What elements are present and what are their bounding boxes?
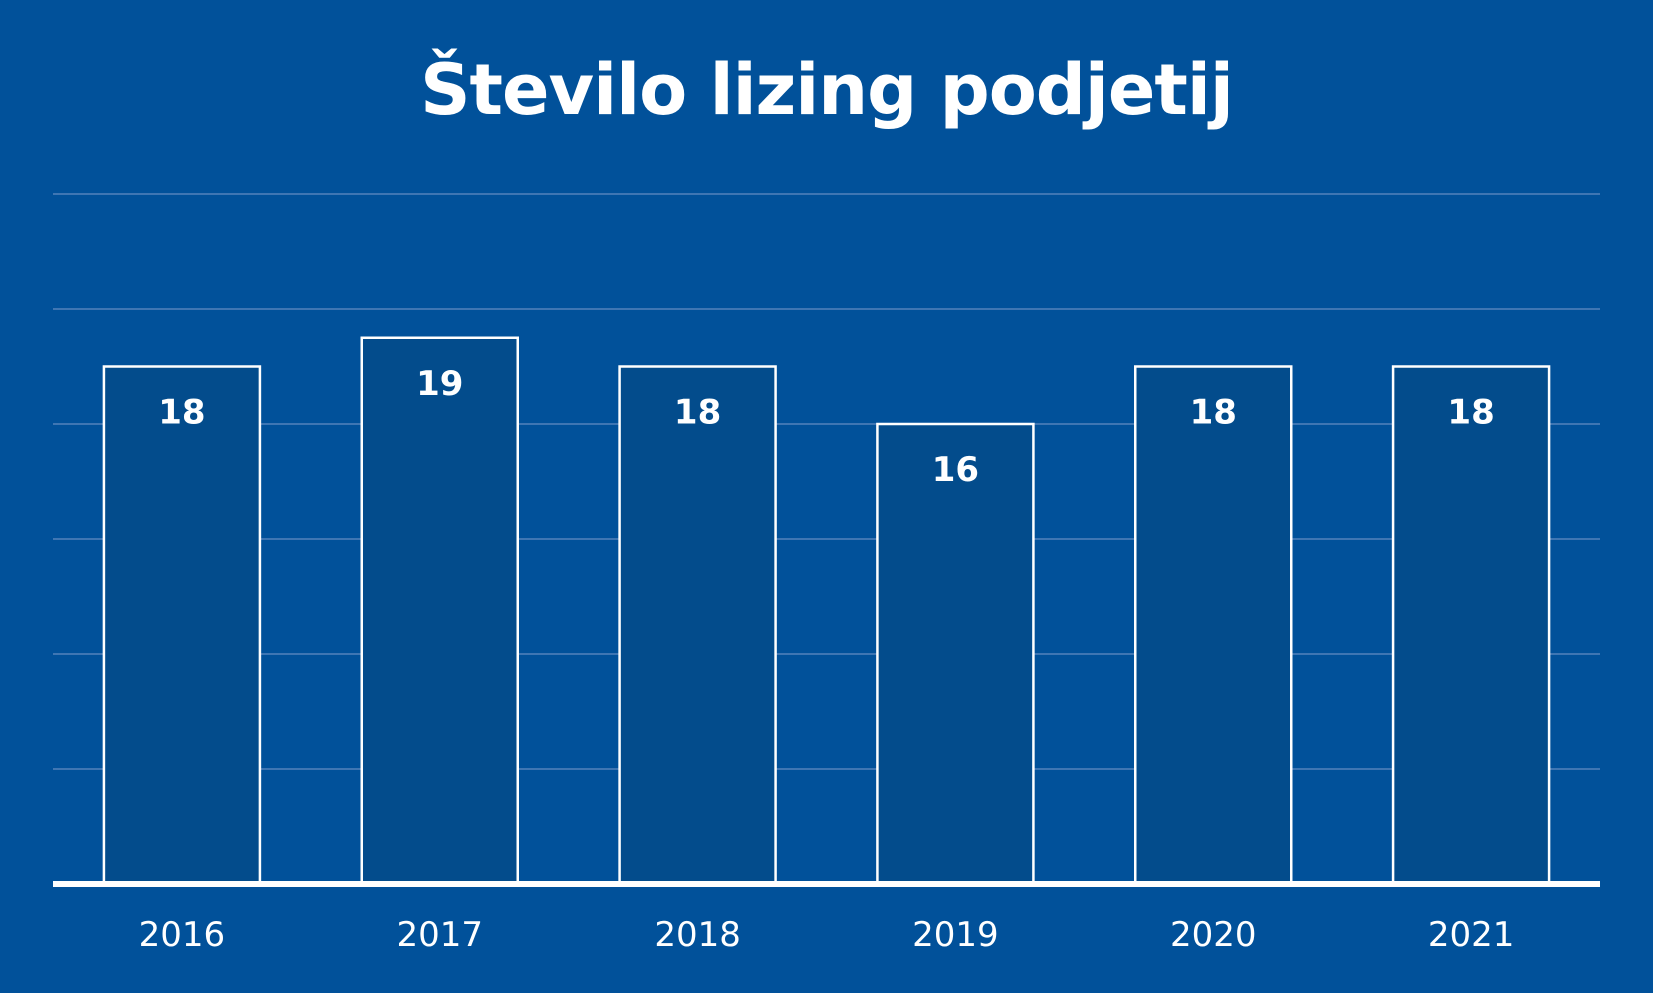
x-tick-label-2019: 2019: [912, 915, 999, 955]
x-tick-label-2016: 2016: [139, 915, 226, 955]
x-tick-label-2021: 2021: [1428, 915, 1515, 955]
labels: 18 2016 19 2017 18 2018 16 2019 18 2020 18 2021: [139, 364, 1515, 955]
data-label-2019: 16: [932, 450, 979, 490]
bar-2020: [1134, 365, 1293, 886]
data-label-2021: 18: [1447, 393, 1494, 433]
bar-2021: [1391, 365, 1551, 886]
data-label-2020: 18: [1190, 393, 1237, 433]
gridlines: [53, 193, 1600, 770]
bar-2019: [876, 422, 1035, 886]
x-tick-label-2018: 2018: [654, 915, 741, 955]
data-label-2018: 18: [674, 393, 721, 433]
x-tick-label-2020: 2020: [1170, 915, 1257, 955]
x-tick-label-2017: 2017: [396, 915, 483, 955]
bar-2017: [360, 336, 519, 886]
data-label-2017: 19: [416, 364, 463, 404]
bar-2018: [618, 365, 777, 886]
bar-2016: [102, 365, 262, 886]
bars: [102, 336, 1551, 886]
chart-title: Število lizing podjetij: [420, 49, 1234, 131]
data-label-2016: 18: [158, 393, 205, 433]
